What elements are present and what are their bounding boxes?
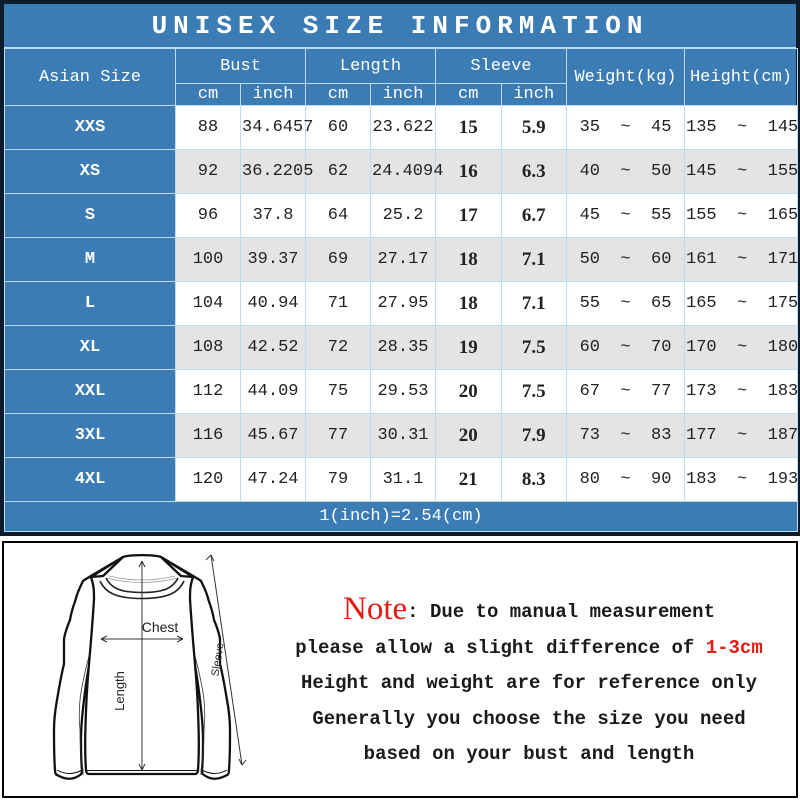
svg-text:Chest: Chest: [142, 619, 179, 635]
svg-text:Length: Length: [112, 671, 127, 711]
